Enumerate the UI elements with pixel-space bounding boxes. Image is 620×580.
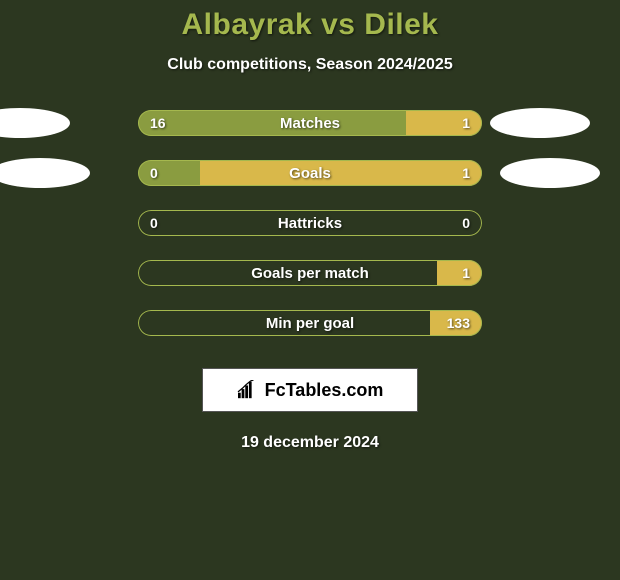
stat-row: 133Min per goal: [0, 308, 620, 338]
bar-label: Hattricks: [138, 210, 482, 236]
page-subtitle: Club competitions, Season 2024/2025: [0, 56, 620, 74]
stat-row: 161Matches: [0, 108, 620, 138]
stat-row: 1Goals per match: [0, 258, 620, 288]
bar-fill-right: [406, 110, 482, 136]
oval-spacer-right: [500, 258, 600, 288]
player-oval-left: [0, 158, 90, 188]
stat-bar: 133Min per goal: [138, 310, 482, 336]
bar-fill-right: [430, 310, 482, 336]
bar-fill-right: [200, 160, 482, 186]
player-oval-right: [490, 108, 590, 138]
logo-text: FcTables.com: [265, 380, 384, 401]
stat-bar: 0 0Hattricks: [138, 210, 482, 236]
oval-spacer-left: [20, 258, 120, 288]
stat-bar: 01Goals: [138, 160, 482, 186]
stat-row: 0 0Hattricks: [0, 208, 620, 238]
oval-spacer-left: [20, 208, 120, 238]
stat-bar: 161Matches: [138, 110, 482, 136]
bar-label: Goals per match: [138, 260, 482, 286]
bar-border: [138, 210, 482, 236]
player-oval-left: [0, 108, 70, 138]
page-title: Albayrak vs Dilek: [0, 8, 620, 42]
oval-spacer-right: [500, 308, 600, 338]
player-oval-right: [500, 158, 600, 188]
bar-value-left: 0: [150, 210, 158, 236]
page-date: 19 december 2024: [0, 434, 620, 452]
oval-spacer-right: [500, 208, 600, 238]
bar-fill-right: [437, 260, 482, 286]
bar-fill-left: [138, 110, 406, 136]
bar-value-right: 0: [462, 210, 470, 236]
stats-container: 161Matches 01Goals 0 0Hattricks 1Goals per m…: [0, 108, 620, 338]
bar-border: [138, 260, 482, 286]
stat-bar: 1Goals per match: [138, 260, 482, 286]
oval-spacer-left: [20, 308, 120, 338]
bar-fill-left: [138, 160, 200, 186]
stat-row: 01Goals: [0, 158, 620, 188]
logo-box[interactable]: FcTables.com: [202, 368, 418, 412]
comparison-panel: Albayrak vs Dilek Club competitions, Sea…: [0, 0, 620, 580]
chart-bars-icon: [237, 380, 259, 400]
